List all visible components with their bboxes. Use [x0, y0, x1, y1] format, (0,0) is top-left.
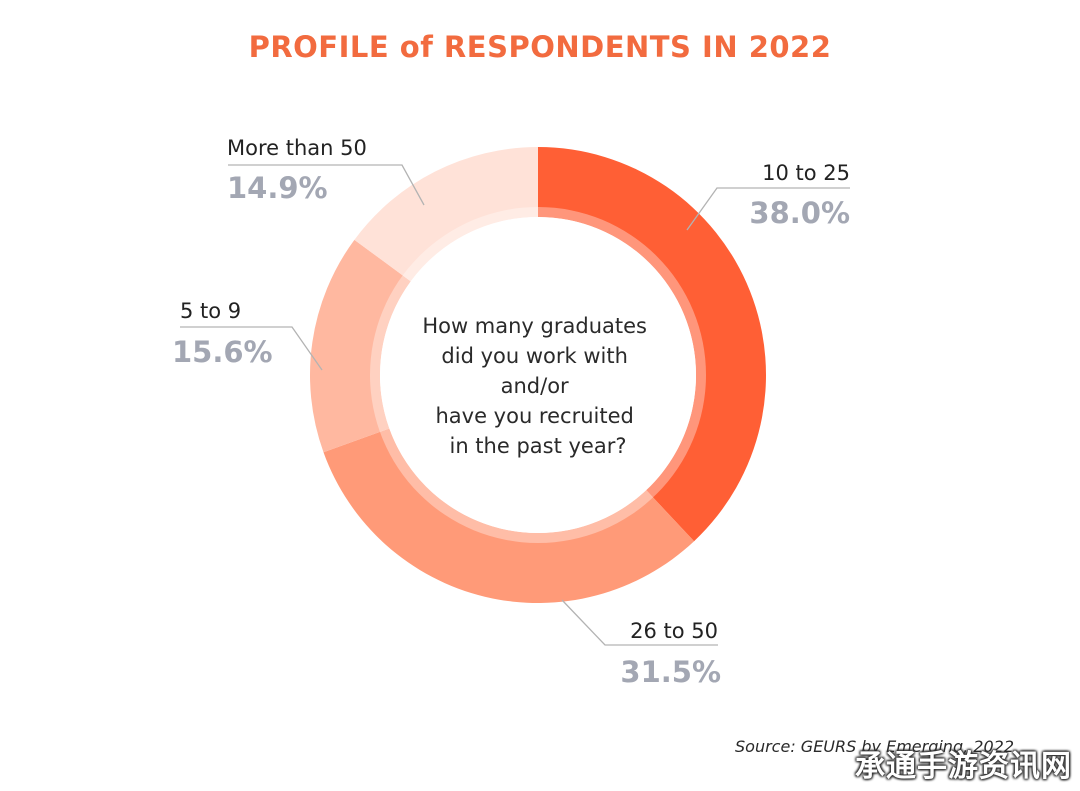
- center-line: How many graduates: [422, 314, 647, 338]
- slice-value-more-than-50: 14.9%: [227, 171, 328, 205]
- center-line: have you recruited: [435, 404, 633, 428]
- slice-value-26-to-50: 31.5%: [620, 655, 721, 689]
- slice-label-more-than-50: More than 50: [227, 136, 367, 160]
- slice-10-to-25: [538, 147, 766, 542]
- slice-label-5-to-9: 5 to 9: [180, 299, 241, 323]
- center-line: in the past year?: [449, 434, 626, 458]
- slice-more-than-50: [354, 147, 538, 282]
- slice-5-to-9: [310, 239, 411, 453]
- inner-hole: [380, 217, 696, 533]
- chart-title: PROFILE of RESPONDENTS IN 2022: [248, 30, 832, 64]
- slice-26-to-50: [323, 428, 695, 603]
- leader-line-more-than-50: [228, 164, 425, 206]
- leader-line-26-to-50: [561, 599, 718, 646]
- watermark: 承通手游资讯网: [855, 749, 1072, 784]
- slice-label-26-to-50: 26 to 50: [630, 619, 718, 643]
- center-line: and/or: [501, 374, 569, 398]
- source-note: Source: GEURS by Emerging, 2022: [735, 737, 1014, 756]
- leader-line-5-to-9: [180, 326, 323, 371]
- center-line: did you work with: [441, 344, 627, 368]
- slice-value-5-to-9: 15.6%: [172, 335, 273, 369]
- slice-value-10-to-25: 38.0%: [749, 196, 850, 230]
- leader-line-10-to-25: [686, 187, 850, 231]
- slice-label-10-to-25: 10 to 25: [762, 161, 850, 185]
- center-question: How many graduates did you work with and…: [422, 314, 653, 458]
